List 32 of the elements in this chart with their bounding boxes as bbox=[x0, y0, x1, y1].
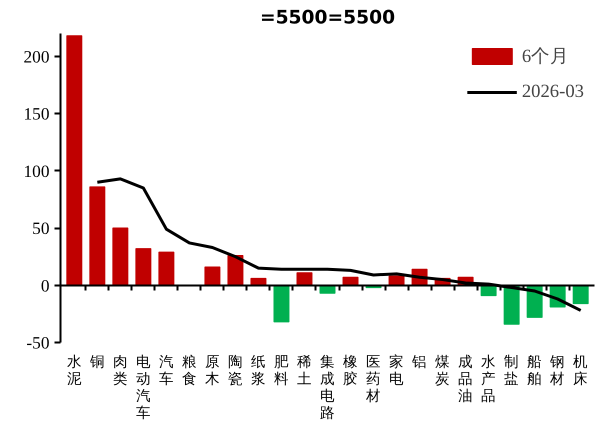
x-tick-label: 家电 bbox=[389, 354, 404, 388]
x-tick-label: 水产品 bbox=[481, 354, 496, 404]
x-tick-label: 制盐 bbox=[504, 354, 520, 388]
x-tick-label: 粮食 bbox=[182, 354, 197, 388]
x-tick-label: 橡胶 bbox=[343, 354, 358, 388]
y-tick-label: 200 bbox=[24, 47, 50, 66]
y-tick-label: 50 bbox=[32, 219, 50, 238]
x-tick-label: 原木 bbox=[204, 354, 220, 388]
x-tick-label: 机床 bbox=[573, 354, 588, 388]
x-tick-label: 集成电路 bbox=[320, 354, 335, 422]
x-tick-label: 铝 bbox=[411, 354, 428, 370]
x-tick-label: 钢材 bbox=[549, 354, 566, 388]
legend-label: 6个月 bbox=[522, 45, 570, 69]
y-tick-label: -50 bbox=[26, 334, 50, 352]
x-tick-label: 汽车 bbox=[158, 354, 174, 388]
x-tick-label: 铜 bbox=[88, 354, 105, 370]
legend-label: 2026-03 bbox=[522, 81, 584, 103]
x-tick-label: 煤炭 bbox=[435, 354, 450, 388]
y-tick-label: 150 bbox=[24, 104, 50, 124]
x-tick-label: 肉类 bbox=[112, 354, 128, 388]
chart-title: =5500=5500 bbox=[260, 8, 396, 28]
x-tick-label: 肥料 bbox=[274, 354, 289, 388]
x-tick-label: 水泥 bbox=[66, 354, 82, 388]
x-tick-label: 纸浆 bbox=[250, 354, 266, 388]
y-tick-label: 100 bbox=[24, 162, 50, 181]
x-tick-label: 稀土 bbox=[296, 354, 312, 388]
x-tick-label: 医药材 bbox=[365, 354, 382, 404]
x-tick-label: 成品油 bbox=[458, 354, 474, 404]
x-tick-label: 电动汽车 bbox=[136, 354, 151, 422]
x-tick-label: 船舶 bbox=[527, 354, 542, 388]
y-tick-label: 0 bbox=[40, 276, 50, 296]
x-tick-label: 陶瓷 bbox=[228, 354, 243, 388]
